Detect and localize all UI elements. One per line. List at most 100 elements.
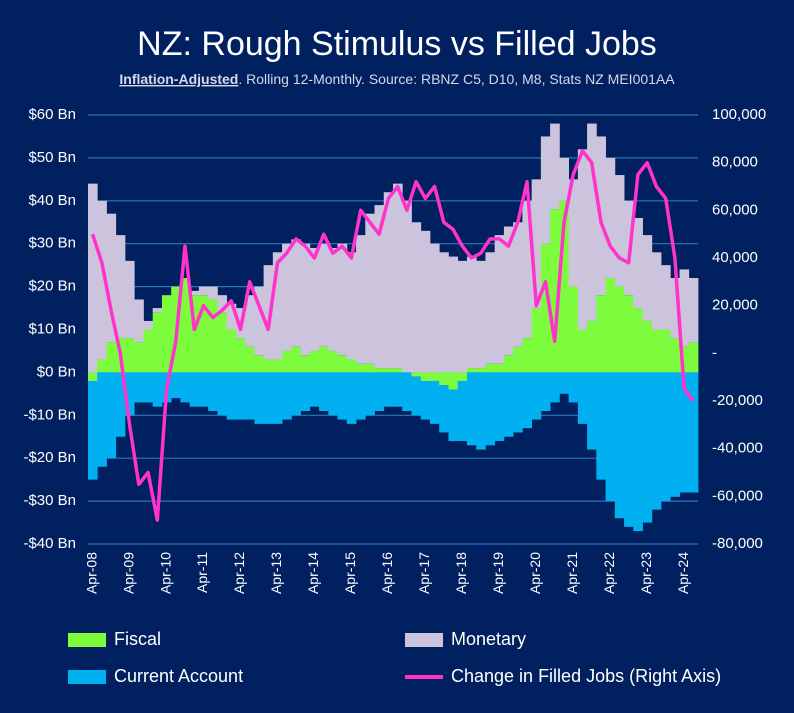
- bar: [476, 368, 486, 373]
- bar: [624, 372, 634, 527]
- bar: [254, 372, 265, 424]
- bar: [531, 179, 542, 309]
- bar: [393, 183, 403, 369]
- bar: [633, 217, 643, 309]
- bar: [476, 260, 486, 369]
- bar: [282, 350, 292, 373]
- legend-swatch: [405, 633, 443, 647]
- bars: [88, 123, 699, 532]
- bar: [198, 295, 209, 373]
- bar: [106, 372, 117, 459]
- bar: [688, 372, 699, 493]
- bar: [309, 372, 320, 407]
- bar: [485, 363, 496, 373]
- bar: [503, 355, 514, 373]
- bar: [383, 368, 394, 373]
- bar: [577, 149, 588, 330]
- chart-title: NZ: Rough Stimulus vs Filled Jobs: [137, 25, 657, 63]
- bar: [393, 372, 403, 407]
- bar: [688, 278, 699, 343]
- bar: [439, 372, 449, 386]
- bar: [337, 372, 348, 420]
- bar: [587, 372, 597, 450]
- bar: [485, 252, 496, 364]
- bar: [374, 205, 385, 369]
- bar: [420, 372, 431, 381]
- bar: [143, 372, 154, 403]
- bar: [513, 372, 523, 433]
- bar: [198, 372, 209, 407]
- bar: [97, 200, 107, 360]
- bar: [124, 372, 135, 416]
- bar: [633, 372, 643, 532]
- bar: [559, 157, 570, 201]
- bar: [189, 372, 200, 407]
- bar: [346, 372, 357, 424]
- bar: [143, 320, 154, 330]
- y-tick-label: $30 Bn: [28, 235, 76, 252]
- bar: [300, 243, 311, 356]
- bar: [161, 295, 172, 373]
- bar: [559, 372, 570, 394]
- bar: [559, 200, 570, 373]
- legend-label: Current Account: [114, 666, 243, 686]
- bar: [383, 192, 394, 369]
- bar: [503, 226, 514, 356]
- bar: [208, 286, 218, 300]
- x-tick-label: Apr-24: [675, 552, 691, 594]
- bar: [300, 372, 311, 412]
- bar: [319, 346, 329, 373]
- bar: [429, 372, 440, 381]
- bar: [642, 372, 653, 523]
- bar: [439, 252, 449, 373]
- bar: [411, 222, 422, 373]
- bar: [365, 372, 375, 416]
- bar: [365, 363, 375, 373]
- legend-label: Monetary: [451, 629, 526, 649]
- bar: [688, 342, 699, 373]
- bar: [540, 136, 551, 244]
- bar: [568, 179, 579, 287]
- bar: [605, 372, 616, 502]
- bar: [254, 286, 265, 356]
- bar: [494, 235, 505, 364]
- bar: [272, 359, 283, 373]
- bar: [356, 363, 366, 373]
- bar: [374, 372, 385, 412]
- bar: [466, 368, 477, 373]
- bar: [254, 355, 265, 373]
- bar: [448, 256, 459, 373]
- bar: [282, 372, 292, 420]
- y2-tick-label: -20,000: [712, 392, 763, 409]
- bar: [134, 342, 144, 373]
- bar: [411, 376, 422, 416]
- y2-tick-label: -40,000: [712, 440, 763, 457]
- bar: [633, 308, 643, 373]
- bar: [577, 329, 588, 373]
- bar: [263, 359, 274, 373]
- legend-swatch: [68, 633, 106, 647]
- y2-tick-label: 60,000: [712, 201, 758, 218]
- bar: [670, 338, 680, 373]
- bar: [106, 342, 117, 373]
- bar: [522, 200, 533, 339]
- bar: [300, 355, 311, 373]
- bar: [328, 372, 338, 416]
- bar: [365, 213, 375, 364]
- legend-label: Fiscal: [114, 629, 161, 649]
- bar: [134, 299, 144, 343]
- bar: [661, 372, 671, 502]
- x-tick-label: Apr-23: [638, 552, 654, 594]
- x-tick-label: Apr-12: [231, 552, 247, 594]
- bar: [346, 359, 357, 373]
- bar: [503, 372, 514, 437]
- bar: [383, 372, 394, 407]
- bar: [235, 338, 246, 373]
- bar: [291, 346, 301, 373]
- bar: [614, 286, 625, 373]
- bar: [208, 299, 218, 373]
- bar: [124, 260, 135, 339]
- bar: [217, 372, 228, 416]
- y-tick-label: $20 Bn: [28, 278, 76, 295]
